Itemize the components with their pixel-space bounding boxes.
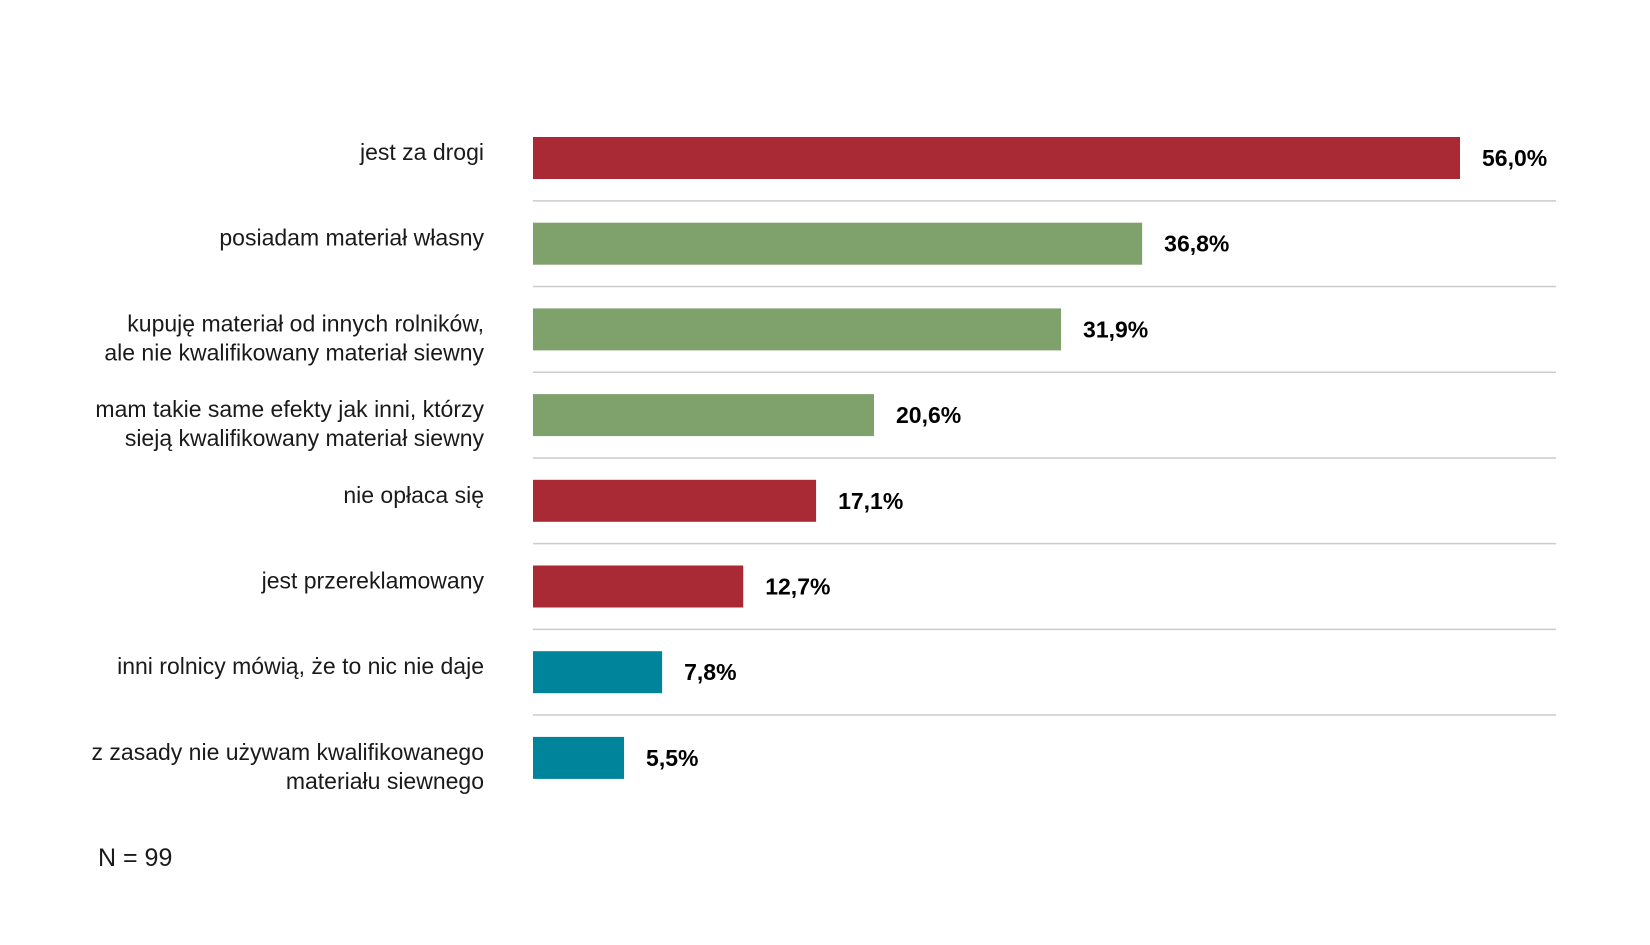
value-label: 36,8% [1164, 231, 1229, 257]
bar [533, 308, 1062, 351]
value-label: 7,8% [684, 659, 736, 685]
value-label: 20,6% [896, 402, 961, 428]
category-label: sieją kwalifikowany materiał siewny [125, 425, 485, 451]
row-separators [533, 200, 1556, 716]
sample-size-note: N = 99 [98, 844, 172, 872]
bar [533, 651, 663, 694]
category-label: ale nie kwalifikowany materiał siewny [104, 339, 484, 365]
category-label: jest za drogi [359, 139, 484, 165]
category-label: mam takie same efekty jak inni, którzy [95, 396, 484, 422]
category-label: jest przereklamowany [261, 568, 485, 594]
value-label: 31,9% [1083, 316, 1148, 342]
category-label: z zasady nie używam kwalifikowanego [92, 739, 484, 765]
bars-group [533, 137, 1460, 779]
bar [533, 137, 1460, 179]
value-label: 12,7% [765, 574, 830, 600]
category-label: kupuję materiał od innych rolników, [127, 310, 484, 336]
value-label: 56,0% [1482, 145, 1547, 171]
bar [533, 565, 744, 608]
category-label: inni rolnicy mówią, że to nic nie daje [117, 653, 484, 679]
value-label: 17,1% [838, 488, 903, 514]
category-label: posiadam materiał własny [219, 225, 484, 251]
bar [533, 479, 817, 522]
value-labels-group: 56,0% 36,8% 31,9% 20,6% 17,1% 12,7% 7,8% 5,5% [646, 145, 1547, 771]
bar [533, 394, 875, 437]
bar [533, 222, 1143, 265]
bar [533, 736, 625, 779]
category-label: materiału siewnego [286, 768, 484, 794]
category-label: nie opłaca się [343, 482, 484, 508]
value-label: 5,5% [646, 745, 698, 771]
category-labels-group: jest za drogi posiadam materiał własny kup… [92, 139, 485, 794]
